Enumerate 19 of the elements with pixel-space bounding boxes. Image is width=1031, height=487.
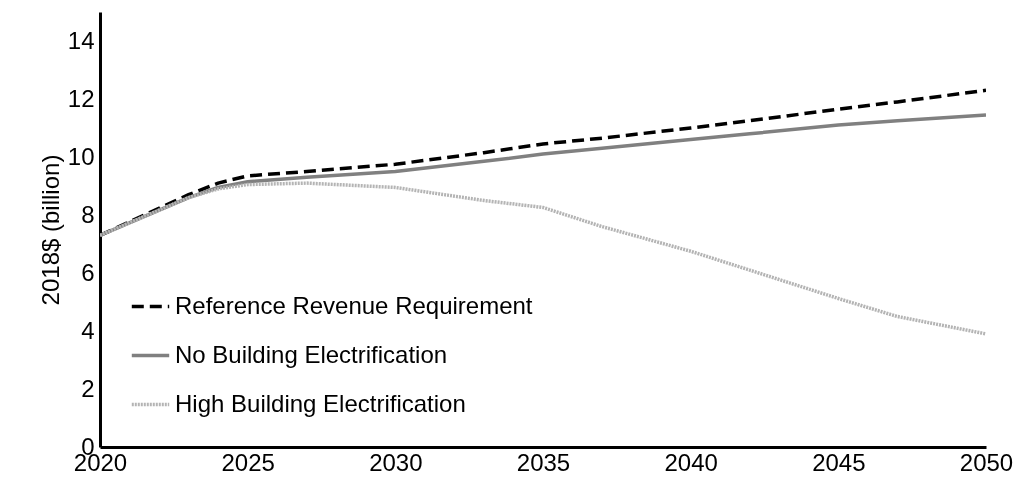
- x-tick-label: 2050: [959, 448, 1014, 476]
- x-tick-label: 2045: [812, 448, 866, 476]
- y-tick-label: 14: [67, 26, 95, 54]
- x-tick-label: 2025: [221, 448, 275, 476]
- y-tick-label: 6: [81, 258, 95, 286]
- line-series: [100, 181, 986, 336]
- y-tick-label: 12: [67, 84, 95, 112]
- y-tick-label: 2: [81, 374, 95, 402]
- y-tick-label: 8: [81, 200, 95, 228]
- legend-label: Reference Revenue Requirement: [175, 291, 533, 319]
- y-tick-label: 4: [81, 316, 95, 344]
- x-tick-label: 2040: [664, 448, 718, 476]
- x-tick-label: 2030: [369, 448, 423, 476]
- legend-label: High Building Electrification: [175, 389, 466, 417]
- y-tick-label: 10: [67, 142, 95, 170]
- y-axis-title: 2018$ (billion): [36, 154, 64, 306]
- x-tick-label: 2035: [516, 448, 571, 476]
- line-series: [100, 113, 986, 238]
- legend-label: No Building Electrification: [175, 340, 448, 368]
